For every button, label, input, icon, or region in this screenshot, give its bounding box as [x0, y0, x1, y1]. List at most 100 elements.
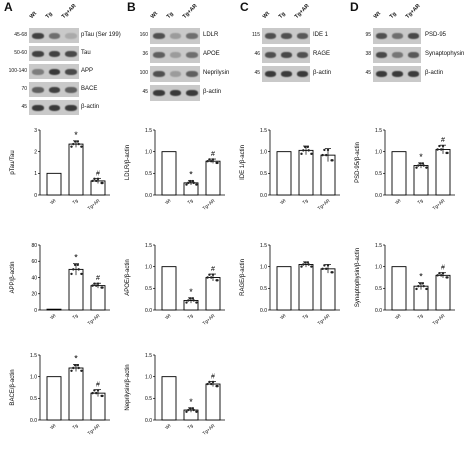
- data-point: [191, 179, 194, 183]
- significance-mark: *: [74, 354, 78, 364]
- y-tick-label: 2: [34, 149, 37, 155]
- data-point: [70, 369, 73, 372]
- protein-band: [169, 52, 182, 58]
- y-tick-label: 20: [31, 292, 37, 298]
- x-tick-label: Tg: [301, 313, 309, 321]
- protein-band: [265, 33, 276, 39]
- protein-band: [265, 71, 276, 77]
- bar: [298, 149, 314, 196]
- x-tick-label: Wt: [164, 197, 172, 205]
- bar: [391, 266, 407, 311]
- data-point: [446, 276, 449, 279]
- protein-band: [186, 90, 198, 96]
- x-tick-label: Tg+AR: [202, 197, 217, 210]
- data-point: [187, 299, 190, 302]
- x-tick-label: Wt: [394, 197, 402, 205]
- y-tick-label: 1.5: [260, 243, 267, 249]
- x-tick-label: Tg: [416, 198, 424, 206]
- protein-band: [408, 71, 419, 77]
- data-point: [192, 299, 195, 302]
- significance-mark: #: [211, 373, 215, 380]
- bar: [276, 266, 292, 311]
- data-point: [91, 179, 94, 183]
- y-tick-label: 0.0: [260, 308, 267, 314]
- x-tick-label: Tg+AR: [87, 197, 102, 210]
- data-point: [195, 183, 198, 186]
- data-point: [210, 160, 213, 163]
- bar: [276, 151, 292, 196]
- lane-label: Tg: [44, 10, 54, 20]
- data-point: [188, 179, 192, 183]
- y-axis-label: pTau/Tau: [10, 150, 16, 174]
- data-point: [91, 284, 94, 287]
- data-point: [331, 271, 334, 274]
- y-axis-label: PSD-95/β-actin: [355, 142, 361, 183]
- data-point: [302, 149, 305, 152]
- y-tick-label: 40: [31, 275, 37, 281]
- y-tick-label: 0: [34, 193, 37, 199]
- panel-letter-d: D: [350, 0, 359, 14]
- bar: [90, 285, 106, 311]
- y-tick-label: 1.0: [145, 149, 152, 155]
- protein-band: [48, 86, 61, 93]
- lane-label: Wt: [28, 10, 38, 20]
- protein-band: [153, 33, 165, 39]
- protein-band: [408, 33, 419, 39]
- y-tick-label: 0.5: [375, 286, 382, 292]
- data-point: [76, 140, 80, 143]
- x-tick-label: Tg: [186, 313, 194, 321]
- data-point: [325, 267, 328, 271]
- significance-mark: #: [96, 170, 100, 177]
- protein-band: [186, 52, 198, 58]
- protein-label: APP: [81, 68, 94, 74]
- x-tick-label: Tg+AR: [202, 422, 217, 435]
- data-point: [77, 268, 80, 271]
- y-tick-label: 0.0: [145, 308, 152, 314]
- protein-label: PSD-95: [425, 32, 447, 38]
- data-point: [216, 161, 219, 165]
- lane-label: Tg+AR: [293, 3, 311, 21]
- x-tick-label: Tg: [71, 313, 79, 321]
- data-point: [93, 282, 96, 285]
- protein-band: [48, 68, 61, 75]
- data-point: [325, 153, 328, 157]
- y-tick-label: 0.5: [145, 286, 152, 292]
- x-tick-label: Tg+AR: [317, 312, 332, 325]
- significance-mark: *: [419, 152, 423, 162]
- bar: [205, 277, 221, 311]
- lane-label: Wt: [149, 10, 159, 20]
- data-point: [331, 159, 334, 162]
- protein-label: β-actin: [425, 70, 444, 76]
- blot-strip: [150, 28, 200, 44]
- bar-chart: 0 20 40 60 80 APP/β-actin Wt * Tg # Tg+AR: [10, 243, 110, 326]
- significance-mark: *: [189, 170, 193, 180]
- data-point: [101, 286, 104, 289]
- significance-mark: *: [74, 130, 78, 140]
- y-tick-label: 3: [34, 128, 37, 134]
- data-point: [93, 389, 96, 392]
- x-tick-label: Wt: [49, 422, 57, 430]
- data-point: [70, 145, 73, 148]
- data-point: [302, 263, 305, 266]
- mw-label: 36: [142, 51, 148, 57]
- data-point: [210, 382, 213, 386]
- protein-band: [32, 68, 44, 75]
- significance-mark: *: [189, 397, 193, 407]
- bar: [161, 266, 177, 311]
- x-tick-label: Tg: [186, 423, 194, 431]
- significance-mark: #: [211, 266, 215, 273]
- data-point: [323, 148, 326, 152]
- protein-label: IDE 1: [313, 32, 329, 38]
- significance-mark: *: [74, 253, 78, 263]
- protein-band: [281, 52, 292, 58]
- blot-strip: [150, 66, 200, 82]
- protein-band: [153, 71, 165, 77]
- bar-chart: 0.0 0.5 1.0 1.5 APOE/β-actin Wt * Tg # Tg+AR: [125, 243, 225, 326]
- data-point: [73, 140, 77, 143]
- data-point: [321, 153, 324, 157]
- mw-label: 38: [365, 51, 371, 57]
- data-point: [72, 268, 75, 271]
- significance-mark: #: [96, 382, 100, 389]
- x-tick-label: Tg: [301, 198, 309, 206]
- protein-band: [32, 50, 44, 57]
